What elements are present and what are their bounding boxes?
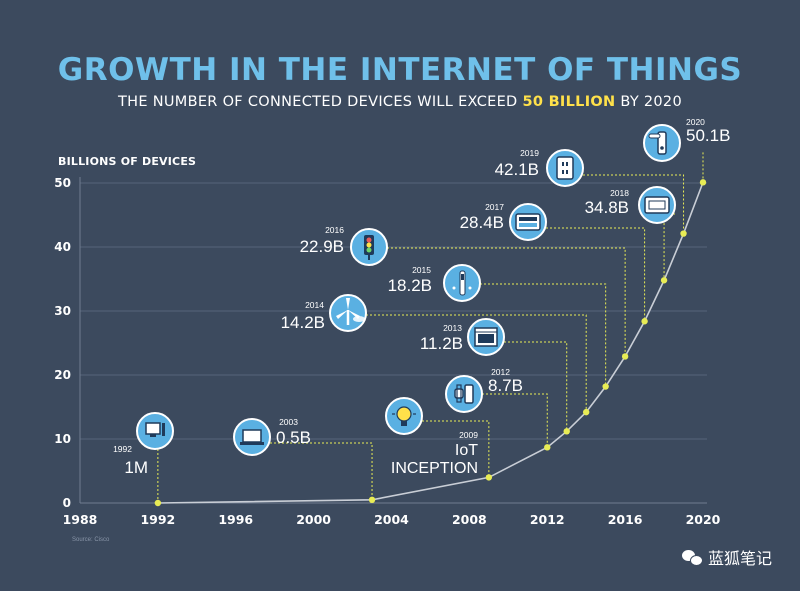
annotation-connector (270, 442, 373, 500)
smartwatch-phone-icon (454, 384, 474, 404)
lightbulb-icon (392, 406, 416, 426)
x-tick-label: 2000 (296, 512, 331, 527)
y-tick-label: 40 (54, 240, 71, 254)
x-tick-label: 2016 (608, 512, 643, 527)
x-tick-label: 1996 (218, 512, 253, 527)
data-point (699, 179, 707, 186)
annotation-year: 1992 (113, 444, 132, 454)
x-tick-label: 2012 (530, 512, 565, 527)
annotation-connector (482, 393, 548, 448)
annotation-value: 1M (124, 458, 148, 477)
annotation-year: 2012 (491, 367, 510, 377)
annotation-year: 2009 (459, 430, 478, 440)
smart-lock-icon (648, 131, 667, 155)
source-note: Source: Cisco (72, 537, 110, 543)
toothbrush-icon (452, 270, 472, 296)
series-line (157, 182, 704, 504)
annotation-year: 2016 (325, 225, 344, 235)
annotation-connector (504, 341, 568, 432)
annotation-connector (546, 227, 646, 322)
annotation-value: 34.8B (585, 198, 629, 217)
y-tick-label: 20 (54, 368, 71, 382)
annotation-year: 2015 (412, 265, 431, 275)
annotation-value: 0.5B (276, 428, 311, 447)
y-tick-label: 30 (54, 304, 71, 318)
data-point (368, 496, 376, 503)
annotation-year: 2003 (279, 417, 298, 427)
annotation-year: 2018 (610, 188, 629, 198)
data-point (680, 230, 687, 237)
y-tick-label: 10 (54, 432, 71, 446)
annotation-value: IoT (455, 442, 478, 459)
annotation-value-line2: INCEPTION (391, 460, 478, 477)
subtitle-highlight: 50 BILLION (522, 94, 616, 110)
annotation-value: 18.2B (388, 276, 432, 295)
watermark: 蓝狐笔记 (681, 545, 772, 569)
traffic-light-icon (364, 235, 374, 260)
oven-icon (474, 327, 498, 347)
annotation-connector (583, 174, 685, 234)
x-tick-label: 2008 (452, 512, 487, 527)
data-point (641, 318, 648, 325)
chart-subtitle: THE NUMBER OF CONNECTED DEVICES WILL EXC… (0, 94, 800, 110)
annotation-connector (422, 420, 490, 478)
smart-outlet-icon (556, 156, 574, 180)
annotation-year: 2020 (686, 117, 705, 127)
data-point (563, 428, 570, 435)
annotation-year: 2013 (443, 323, 462, 333)
data-point (602, 383, 609, 390)
y-tick-label: 50 (54, 176, 71, 190)
annotation-connector (366, 314, 587, 413)
annotation-year: 2019 (520, 148, 539, 158)
annotation-value: 11.2B (420, 334, 463, 353)
subtitle-text: THE NUMBER OF CONNECTED DEVICES WILL EXC… (118, 94, 523, 110)
dashboard-icon (515, 213, 541, 231)
data-point (154, 499, 162, 507)
annotation-value: 50.1B (686, 126, 730, 145)
data-point (544, 444, 551, 451)
annotation-value: 28.4B (460, 213, 504, 232)
annotation-year: 2017 (485, 202, 504, 212)
annotation-connector (480, 283, 607, 387)
chart-title: GROWTH IN THE INTERNET OF THINGS (57, 52, 743, 88)
x-tick-label: 2020 (686, 512, 721, 527)
data-point (621, 353, 629, 360)
data-point (485, 474, 493, 481)
laptop-icon (240, 429, 264, 445)
annotation-value: 8.7B (488, 376, 523, 395)
x-tick-label: 2004 (374, 512, 409, 527)
data-point (582, 408, 590, 416)
subtitle-text-end: BY 2020 (615, 94, 682, 110)
y-tick-label: 0 (63, 496, 71, 510)
x-tick-label: 1992 (140, 512, 175, 527)
annotation-value: 14.2B (281, 313, 325, 332)
y-axis-label: BILLIONS OF DEVICES (58, 155, 197, 168)
annotation-value: 22.9B (300, 237, 344, 256)
annotation-value: 42.1B (495, 160, 539, 179)
computer-icon (145, 422, 165, 437)
wechat-icon (681, 549, 703, 566)
watermark-text: 蓝狐笔记 (707, 551, 772, 568)
annotation-icon-circle (445, 375, 483, 413)
x-tick-label: 1988 (63, 512, 98, 527)
annotation-year: 2014 (305, 300, 324, 310)
thermostat-icon (644, 196, 670, 214)
data-point (660, 277, 668, 284)
wind-turbine-icon (336, 298, 365, 325)
